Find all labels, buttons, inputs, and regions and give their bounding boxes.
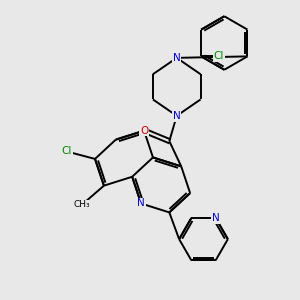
Text: Cl: Cl — [214, 51, 224, 62]
Text: Cl: Cl — [61, 146, 72, 157]
Text: N: N — [173, 111, 181, 121]
Text: O: O — [140, 126, 148, 136]
Text: N: N — [173, 53, 181, 63]
Text: N: N — [212, 213, 220, 223]
Text: N: N — [137, 199, 145, 208]
Text: CH₃: CH₃ — [73, 200, 90, 209]
